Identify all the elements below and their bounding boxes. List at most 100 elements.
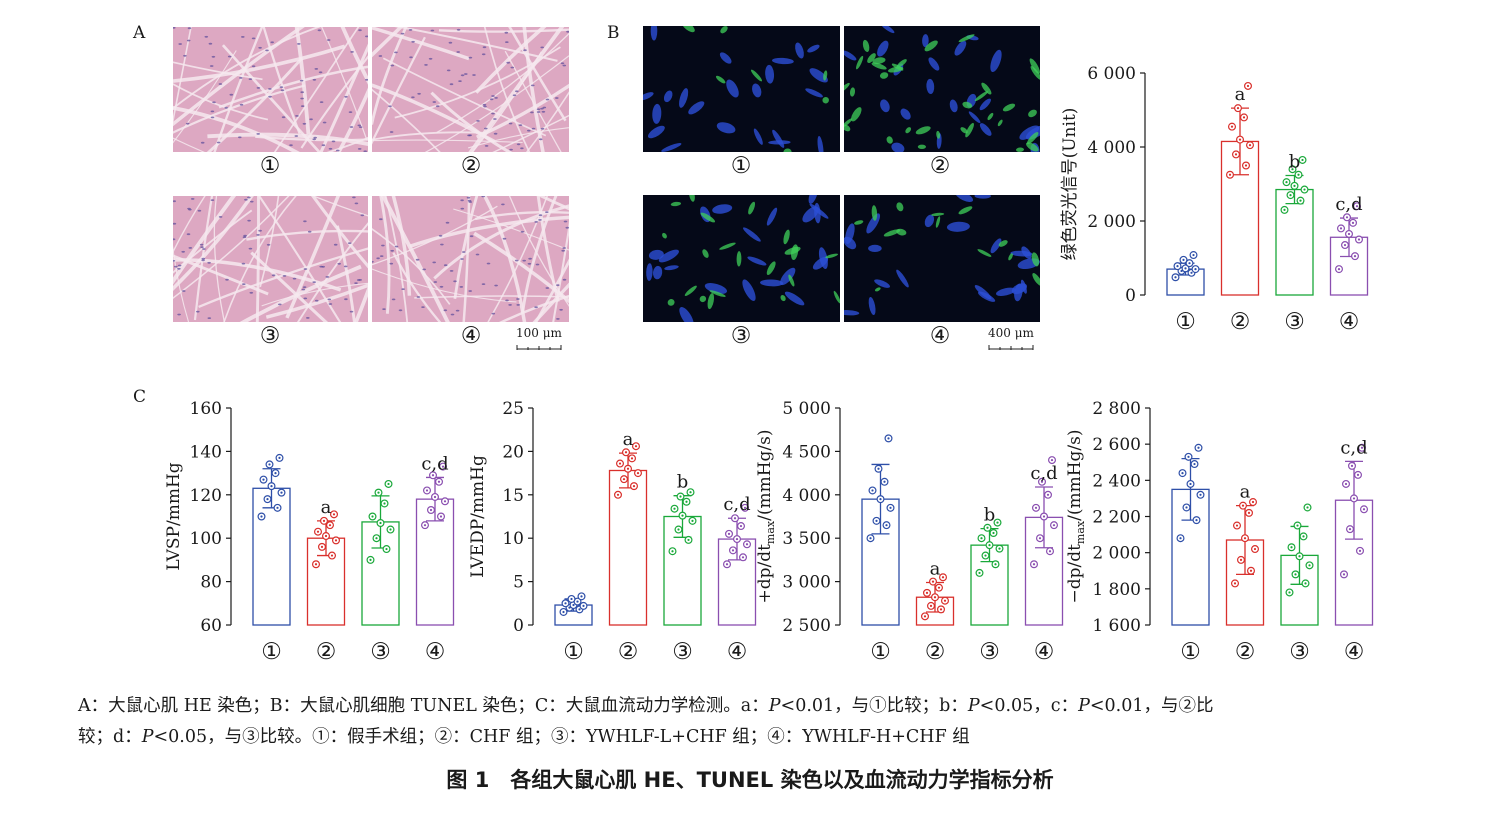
nucleus (555, 97, 559, 99)
caption-p-symbol: P (967, 696, 980, 716)
y-tick-label: 160 (190, 399, 222, 419)
nucleus-stain (663, 90, 673, 103)
caption-line-2: 较；d：P<0.05，与③比较。①：假手术组；②：CHF 组；③：YWHLF-L… (78, 723, 1438, 752)
data-point-dot (1239, 558, 1243, 561)
nucleus (201, 257, 206, 260)
fiber-gap (319, 43, 368, 152)
nucleus (501, 203, 505, 206)
nucleus (417, 92, 421, 95)
data-point-dot (923, 615, 927, 618)
nucleus (391, 298, 396, 301)
nucleus (319, 101, 324, 103)
fiber-gap (534, 258, 569, 322)
nucleus (177, 267, 181, 270)
nucleus-stain (922, 34, 929, 48)
tunel-signal (833, 290, 840, 304)
nucleus-stain (719, 52, 732, 64)
nucleus (538, 138, 543, 141)
y-tick-label: 2 000 (1087, 212, 1136, 232)
nucleus (390, 249, 394, 252)
nucleus (344, 95, 348, 98)
nucleus (224, 106, 228, 109)
nucleus (216, 141, 221, 144)
he-texture (372, 196, 569, 322)
fiber-gap (537, 196, 569, 211)
nucleus (430, 29, 435, 32)
nucleus (493, 132, 498, 135)
fluorescence-texture (844, 195, 1040, 316)
nucleus (522, 259, 526, 262)
nucleus-stain (760, 279, 784, 287)
data-point-dot (634, 445, 638, 448)
nucleus (536, 111, 541, 113)
tunel-signal (871, 205, 878, 221)
nucleus (289, 144, 293, 147)
data-point-dot (328, 524, 332, 527)
fiber-gap (173, 27, 322, 110)
nucleus (556, 318, 560, 320)
tunel-signal (823, 70, 828, 81)
nucleus (182, 290, 186, 292)
nucleus (218, 83, 223, 85)
nucleus (438, 234, 443, 237)
nucleus (475, 253, 480, 256)
data-point-dot (1298, 555, 1301, 558)
x-tick-label: ② (316, 639, 337, 665)
y-tick-label: 140 (190, 442, 222, 462)
data-point-dot (1290, 546, 1293, 549)
y-tick-label: 20 (502, 442, 524, 462)
y-tick-label: 4 000 (1087, 138, 1136, 158)
nucleus (456, 28, 461, 31)
fiber-gap (483, 27, 531, 152)
nucleus (256, 133, 260, 135)
fiber-gap (193, 196, 214, 321)
data-point-dot (443, 500, 447, 503)
nucleus-stain (979, 123, 992, 136)
tunel-label-4: ④ (929, 323, 951, 349)
data-point-dot (262, 478, 265, 481)
y-tick-label: 2 200 (1092, 508, 1141, 528)
nucleus-stain (772, 57, 794, 65)
tunel-signal (931, 212, 945, 216)
tunel-signal (662, 232, 667, 239)
nucleus (415, 258, 420, 261)
tunel-signal (997, 119, 1003, 127)
tunel-signal (684, 285, 697, 296)
nucleus (421, 306, 425, 308)
nucleus (365, 35, 368, 38)
fiber-gap (173, 196, 206, 254)
data-point-dot (1192, 253, 1195, 257)
nucleus-stain (658, 249, 679, 263)
data-point-dot (1360, 446, 1364, 449)
data-point-dot (379, 521, 382, 525)
data-point-dot (691, 519, 694, 522)
nucleus (508, 122, 513, 125)
data-point-dot (439, 515, 443, 518)
y-tick-label: 60 (200, 616, 222, 636)
data-point-dot (1247, 511, 1251, 514)
nucleus-stain (647, 125, 665, 139)
nucleus (326, 39, 331, 41)
nucleus-stain (766, 207, 778, 226)
data-point-dot (885, 524, 888, 527)
nucleus (527, 129, 531, 132)
he-micrograph-2 (372, 27, 569, 152)
nucleus (455, 309, 460, 312)
data-point-dot (933, 596, 937, 599)
nucleus-stain (765, 64, 775, 84)
significance-letter: c,d (1340, 437, 1367, 458)
data-point-dot (389, 528, 392, 531)
data-point-dot (570, 597, 573, 601)
fiber-gap (492, 114, 569, 152)
tunel-signal (871, 62, 887, 70)
tunel-signal (1026, 142, 1039, 152)
nucleus (303, 268, 308, 270)
nucleus (486, 262, 491, 265)
nucleus (416, 296, 421, 298)
fiber-gap (521, 196, 558, 313)
data-point-dot (622, 478, 626, 481)
tunel-signal (784, 246, 801, 255)
fiber-gap (310, 196, 368, 269)
nucleus-stain (1010, 250, 1033, 257)
data-point-dot (582, 604, 585, 608)
